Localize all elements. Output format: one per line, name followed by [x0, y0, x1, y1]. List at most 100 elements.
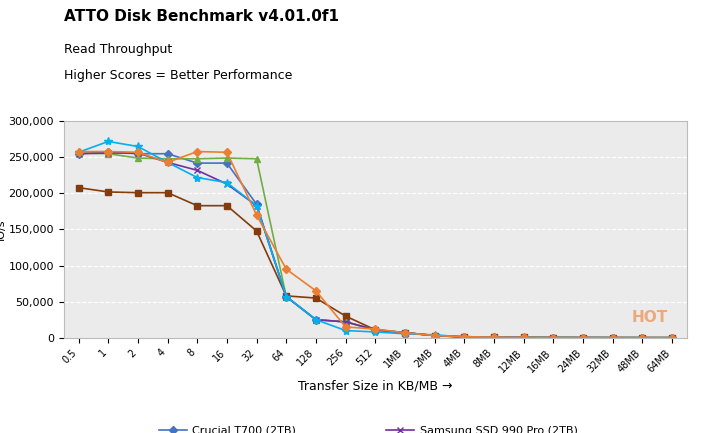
Phison E18 w/ Micron B47R (2TB) [578, 335, 587, 340]
Phison PS5026-E26 (2TB) [549, 335, 557, 340]
Samsung SSD 990 Pro (2TB) [638, 335, 646, 340]
ADATA XPG Gammix S70 (2TB) [164, 160, 172, 165]
Corsair MP700 (2TB) [193, 149, 202, 154]
Phison E18 w/ Micron B47R (2TB) [460, 334, 469, 339]
Phison E18 w/ Micron B47R (2TB) [430, 333, 439, 338]
Phison PS5026-E26 (2TB) [578, 335, 587, 340]
Line: Crucial T700 (2TB): Crucial T700 (2TB) [76, 149, 675, 340]
Crucial T700 (2TB) [252, 202, 261, 207]
Text: Read Throughput: Read Throughput [64, 43, 172, 56]
Phison E18 w/ Micron B47R (2TB) [104, 189, 113, 194]
Phison PS5026-E26 (2TB) [430, 333, 439, 338]
ADATA XPG Gammix S70 (2TB) [460, 334, 469, 339]
Corsair MP700 (2TB) [252, 213, 261, 218]
Phison PS5026-E26 (2TB) [608, 335, 617, 340]
Corsair MP700 (2TB) [74, 149, 83, 154]
Crucial T700 (2TB) [638, 335, 646, 340]
Crucial T700 (2TB) [668, 335, 676, 340]
ADATA XPG Gammix S70 (2TB) [401, 331, 409, 336]
Samsung SSD 990 Pro (2TB) [341, 319, 350, 324]
Crucial T700 (2TB) [312, 317, 320, 322]
ADATA XPG Gammix S70 (2TB) [638, 335, 646, 340]
ADATA XPG Gammix S70 (2TB) [578, 335, 587, 340]
Phison PS5026-E26 (2TB) [371, 327, 379, 333]
Crucial T700 (2TB) [104, 150, 113, 155]
Corsair MP700 (2TB) [520, 335, 528, 340]
Corsair MP700 (2TB) [668, 335, 676, 340]
Text: Higher Scores = Better Performance: Higher Scores = Better Performance [64, 69, 292, 82]
Phison PS5026-E26 (2TB) [222, 155, 231, 161]
Crucial T700 (2TB) [520, 335, 528, 340]
Samsung SSD 990 Pro (2TB) [401, 330, 409, 335]
Phison E18 w/ Micron B47R (2TB) [193, 203, 202, 208]
Corsair MP700 (2TB) [401, 330, 409, 335]
ADATA XPG Gammix S70 (2TB) [74, 150, 83, 155]
Phison E18 w/ Micron B47R (2TB) [282, 293, 290, 298]
Phison E18 w/ Micron B47R (2TB) [549, 335, 557, 340]
Line: ADATA XPG Gammix S70 (2TB): ADATA XPG Gammix S70 (2TB) [74, 137, 676, 342]
ADATA XPG Gammix S70 (2TB) [520, 335, 528, 340]
Line: Corsair MP700 (2TB): Corsair MP700 (2TB) [76, 149, 675, 340]
Samsung SSD 990 Pro (2TB) [193, 168, 202, 173]
Phison E18 w/ Micron B47R (2TB) [490, 335, 498, 340]
Phison PS5026-E26 (2TB) [401, 330, 409, 335]
ADATA XPG Gammix S70 (2TB) [134, 144, 142, 149]
Samsung SSD 990 Pro (2TB) [164, 160, 172, 165]
Phison PS5026-E26 (2TB) [638, 335, 646, 340]
Phison E18 w/ Micron B47R (2TB) [520, 335, 528, 340]
Crucial T700 (2TB) [134, 151, 142, 156]
Phison PS5026-E26 (2TB) [460, 334, 469, 339]
Samsung SSD 990 Pro (2TB) [104, 150, 113, 155]
Crucial T700 (2TB) [549, 335, 557, 340]
Samsung SSD 990 Pro (2TB) [608, 335, 617, 340]
Samsung SSD 990 Pro (2TB) [371, 327, 379, 333]
Corsair MP700 (2TB) [549, 335, 557, 340]
Crucial T700 (2TB) [460, 334, 469, 339]
Phison PS5026-E26 (2TB) [341, 319, 350, 324]
Crucial T700 (2TB) [74, 151, 83, 156]
Phison E18 w/ Micron B47R (2TB) [668, 335, 676, 340]
Phison PS5026-E26 (2TB) [668, 335, 676, 340]
Samsung SSD 990 Pro (2TB) [490, 335, 498, 340]
Phison PS5026-E26 (2TB) [104, 151, 113, 156]
ADATA XPG Gammix S70 (2TB) [371, 330, 379, 335]
Corsair MP700 (2TB) [312, 288, 320, 294]
Line: Phison E18 w/ Micron B47R (2TB): Phison E18 w/ Micron B47R (2TB) [76, 185, 675, 340]
Crucial T700 (2TB) [164, 151, 172, 156]
Phison E18 w/ Micron B47R (2TB) [401, 330, 409, 335]
Phison E18 w/ Micron B47R (2TB) [74, 185, 83, 190]
Corsair MP700 (2TB) [104, 149, 113, 154]
Phison PS5026-E26 (2TB) [193, 156, 202, 162]
Phison E18 w/ Micron B47R (2TB) [638, 335, 646, 340]
Samsung SSD 990 Pro (2TB) [312, 317, 320, 322]
Phison E18 w/ Micron B47R (2TB) [252, 228, 261, 233]
Phison E18 w/ Micron B47R (2TB) [341, 313, 350, 319]
Corsair MP700 (2TB) [164, 160, 172, 165]
Crucial T700 (2TB) [193, 161, 202, 166]
Corsair MP700 (2TB) [490, 335, 498, 340]
Samsung SSD 990 Pro (2TB) [74, 151, 83, 156]
Corsair MP700 (2TB) [341, 324, 350, 330]
Samsung SSD 990 Pro (2TB) [252, 203, 261, 208]
Crucial T700 (2TB) [608, 335, 617, 340]
Phison PS5026-E26 (2TB) [252, 156, 261, 162]
ADATA XPG Gammix S70 (2TB) [193, 175, 202, 180]
Phison E18 w/ Micron B47R (2TB) [222, 203, 231, 208]
Phison PS5026-E26 (2TB) [312, 317, 320, 322]
Phison PS5026-E26 (2TB) [282, 294, 290, 299]
ADATA XPG Gammix S70 (2TB) [312, 317, 320, 322]
Text: ATTO Disk Benchmark v4.01.0f1: ATTO Disk Benchmark v4.01.0f1 [64, 9, 338, 24]
Samsung SSD 990 Pro (2TB) [222, 181, 231, 187]
Samsung SSD 990 Pro (2TB) [549, 335, 557, 340]
Phison PS5026-E26 (2TB) [164, 156, 172, 162]
Phison E18 w/ Micron B47R (2TB) [164, 190, 172, 195]
Crucial T700 (2TB) [490, 335, 498, 340]
Phison PS5026-E26 (2TB) [134, 155, 142, 161]
Samsung SSD 990 Pro (2TB) [460, 334, 469, 339]
Legend: Crucial T700 (2TB), Phison E18 w/ Micron B47R (2TB), Phison PS5026-E26 (2TB), Sa: Crucial T700 (2TB), Phison E18 w/ Micron… [159, 426, 591, 433]
Samsung SSD 990 Pro (2TB) [134, 150, 142, 155]
Corsair MP700 (2TB) [430, 333, 439, 338]
Crucial T700 (2TB) [371, 327, 379, 333]
Phison E18 w/ Micron B47R (2TB) [608, 335, 617, 340]
Corsair MP700 (2TB) [371, 326, 379, 332]
